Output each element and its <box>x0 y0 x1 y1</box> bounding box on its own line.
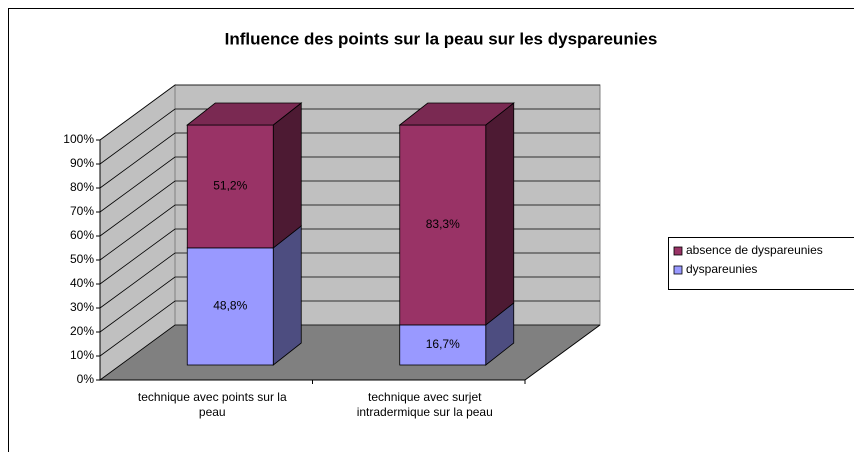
bar-top <box>186 102 303 126</box>
value-label: 51,2% <box>213 179 247 193</box>
bar-side <box>272 102 302 249</box>
bar-side <box>272 225 302 366</box>
floor-edge <box>524 324 601 381</box>
bar <box>399 324 487 366</box>
bar <box>186 247 274 366</box>
x-tick-label: technique avec points sur la peau <box>137 390 287 419</box>
value-label: 48,8% <box>213 299 247 313</box>
floor <box>100 325 600 380</box>
x-tick-label: technique avec surjet intradermique sur … <box>356 390 493 419</box>
y-tick-label: 50% <box>70 252 94 266</box>
legend-label: dyspareunies <box>686 262 757 276</box>
y-tick-label: 90% <box>70 156 94 170</box>
y-tick-label: 80% <box>70 180 94 194</box>
y-tick-label: 0% <box>77 372 95 386</box>
grid-line <box>99 84 600 141</box>
legend-swatch <box>673 265 683 275</box>
y-tick-label: 30% <box>70 300 94 314</box>
chart-title: Influence des points sur la peau sur les… <box>225 29 658 48</box>
y-tick-label: 10% <box>70 348 94 362</box>
legend <box>668 237 854 290</box>
legend-swatch <box>673 246 683 256</box>
bar-side <box>485 102 515 326</box>
bar-top <box>398 102 515 126</box>
legend-label: absence de dyspareunies <box>686 243 823 257</box>
value-label: 83,3% <box>426 217 460 231</box>
y-tick-label: 20% <box>70 324 94 338</box>
y-tick-label: 70% <box>70 204 94 218</box>
value-label: 16,7% <box>426 337 460 351</box>
y-tick-label: 40% <box>70 276 94 290</box>
bar <box>399 124 487 326</box>
y-tick-label: 60% <box>70 228 94 242</box>
y-tick-label: 100% <box>63 132 94 146</box>
bar <box>186 124 274 249</box>
